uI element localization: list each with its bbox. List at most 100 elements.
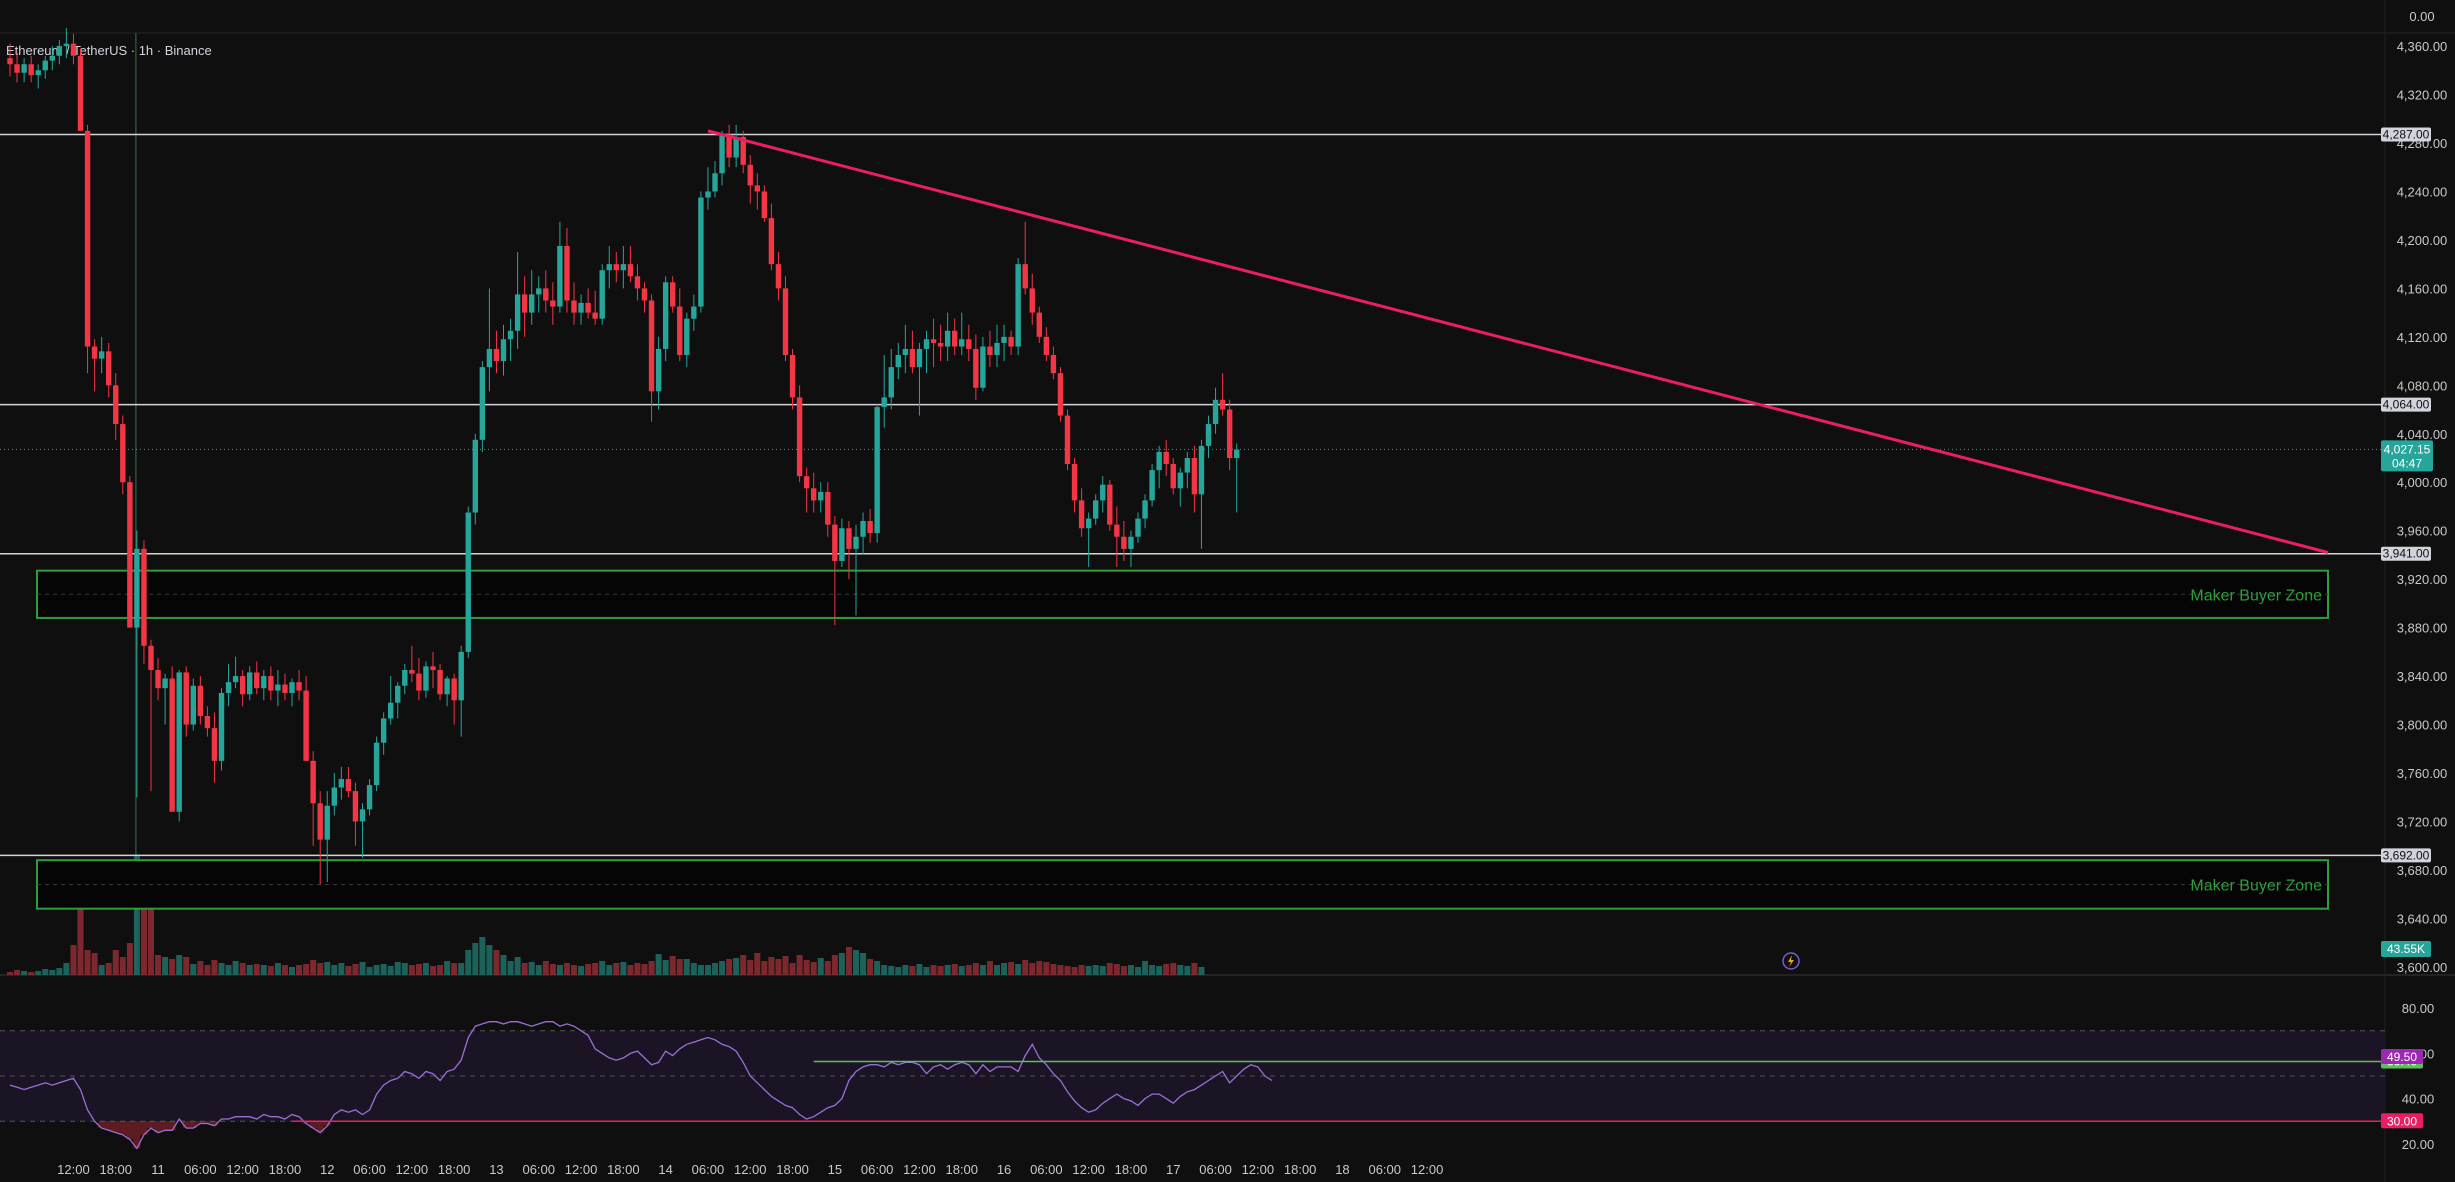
candle-body bbox=[303, 690, 309, 761]
volume-bar bbox=[1050, 964, 1057, 975]
volume-bar bbox=[951, 964, 958, 975]
price-tick-label: 4,000.00 bbox=[2397, 475, 2448, 490]
volume-bar bbox=[571, 965, 577, 975]
candle-body bbox=[1142, 500, 1148, 519]
price-level-tag bbox=[2381, 397, 2431, 412]
candle-body bbox=[465, 512, 471, 652]
volume-bar bbox=[408, 965, 415, 975]
volume-bar bbox=[218, 963, 225, 975]
volume-tag bbox=[2381, 941, 2431, 957]
candle-body bbox=[952, 330, 958, 347]
candle-body bbox=[867, 520, 873, 534]
candle-body bbox=[507, 330, 514, 340]
candle-body bbox=[359, 809, 366, 822]
candle-body bbox=[7, 58, 13, 65]
volume-bar bbox=[599, 961, 606, 975]
volume-bar bbox=[1149, 965, 1156, 975]
candle-body bbox=[796, 397, 803, 477]
rsi-line bbox=[9, 1021, 1273, 1150]
volume-bar bbox=[690, 963, 697, 975]
candle-body bbox=[169, 678, 175, 812]
volume-bar bbox=[1142, 961, 1149, 975]
volume-bar bbox=[119, 957, 126, 975]
candle-body bbox=[444, 678, 450, 695]
volume-bar bbox=[148, 903, 154, 975]
candle-body bbox=[719, 134, 725, 174]
rsi-value-label: 49.50 bbox=[2387, 1050, 2417, 1064]
volume-bar bbox=[289, 967, 295, 975]
candle-body bbox=[705, 191, 711, 198]
volume-bar bbox=[1099, 966, 1106, 975]
time-tick-label: 12:00 bbox=[1411, 1162, 1444, 1177]
candle-body bbox=[268, 676, 274, 691]
volume-bar bbox=[21, 971, 28, 975]
volume-bar bbox=[211, 960, 218, 975]
volume-bar bbox=[888, 966, 895, 975]
volume-bar bbox=[676, 959, 683, 975]
candle-body bbox=[21, 64, 27, 73]
candle-body bbox=[571, 300, 577, 313]
time-tick-label: 06:00 bbox=[1368, 1162, 1401, 1177]
price-level-tag-text: 3,692.00 bbox=[2383, 848, 2430, 862]
candle-body bbox=[148, 645, 154, 671]
candle-body bbox=[825, 491, 831, 525]
candle-body bbox=[239, 676, 246, 695]
volume-bar bbox=[937, 966, 944, 975]
candle-body bbox=[987, 346, 993, 356]
volume-bar bbox=[1113, 964, 1120, 975]
candle-body bbox=[1184, 457, 1191, 473]
volume-bar bbox=[789, 963, 796, 975]
volume-bar bbox=[1057, 965, 1064, 975]
candle-body bbox=[331, 787, 337, 806]
time-tick-label: 14 bbox=[658, 1162, 672, 1177]
candle-body bbox=[550, 300, 556, 307]
candle-body bbox=[782, 288, 789, 356]
candle-body bbox=[578, 302, 584, 313]
candle-body bbox=[127, 482, 133, 628]
candle-body bbox=[247, 672, 253, 695]
price-level-tag bbox=[2381, 546, 2431, 561]
candle-body bbox=[1085, 518, 1092, 529]
volume-bar bbox=[42, 969, 49, 975]
time-tick-label: 18:00 bbox=[438, 1162, 471, 1177]
candle-body bbox=[190, 685, 196, 725]
candle-body bbox=[289, 682, 295, 694]
price-level-tag-text: 3,941.00 bbox=[2383, 547, 2430, 561]
candle-body bbox=[811, 488, 817, 501]
volume-bar bbox=[853, 950, 859, 975]
volume-bar bbox=[387, 966, 394, 975]
volume-bar bbox=[380, 964, 387, 975]
candle-body bbox=[225, 682, 232, 694]
volume-bar bbox=[444, 961, 451, 975]
price-tick-label: 3,800.00 bbox=[2397, 718, 2448, 733]
volume-bar bbox=[817, 958, 824, 975]
candle-body bbox=[395, 685, 401, 703]
price-tick-label: 4,040.00 bbox=[2397, 427, 2448, 442]
volume-bar bbox=[84, 950, 91, 975]
volume-bar bbox=[796, 955, 803, 975]
price-level-tag-text: 4,287.00 bbox=[2383, 128, 2430, 142]
candle-body bbox=[684, 318, 690, 356]
candle-body bbox=[1043, 336, 1050, 356]
volume-bar bbox=[972, 963, 979, 975]
volume-bar bbox=[620, 962, 627, 975]
candle-body bbox=[698, 197, 704, 307]
volume-bar bbox=[775, 959, 782, 975]
candle-body bbox=[895, 355, 901, 368]
volume-bar bbox=[754, 953, 761, 975]
volume-bar bbox=[345, 966, 352, 975]
volume-bar bbox=[930, 965, 937, 975]
time-tick-label: 12:00 bbox=[396, 1162, 429, 1177]
candle-body bbox=[1100, 484, 1106, 501]
candle-body bbox=[641, 288, 648, 301]
volume-bar bbox=[641, 964, 648, 975]
price-tick-label: 4,080.00 bbox=[2397, 378, 2448, 393]
candle-body bbox=[634, 276, 641, 289]
price-tick-label: 3,960.00 bbox=[2397, 524, 2448, 539]
volume-bar bbox=[535, 965, 542, 975]
volume-bar bbox=[1008, 962, 1015, 975]
volume-bar bbox=[881, 965, 888, 975]
volume-bar bbox=[422, 963, 429, 975]
candle-body bbox=[493, 348, 500, 362]
